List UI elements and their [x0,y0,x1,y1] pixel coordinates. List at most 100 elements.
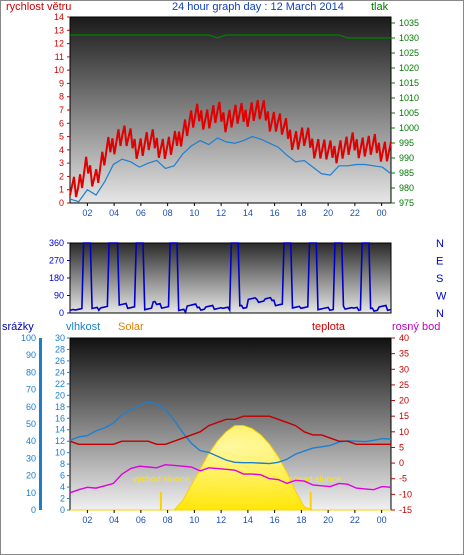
sunrise-label: východ slunce [132,474,189,484]
humidity-tick-label: 30 [55,333,65,343]
x-tick-label: 12 [216,515,226,525]
rain-tick-label: 50 [26,419,36,429]
wind-tick-label: 3 [59,158,64,168]
humidity-tick-label: 14 [55,425,65,435]
pressure-tick-label: 1010 [399,93,419,103]
rain-axis-bar [39,338,42,510]
wind-tick-label: 4 [59,145,64,155]
rain-tick-label: 100 [21,333,36,343]
humidity-tick-label: 28 [55,344,65,354]
humidity-tick-label: 10 [55,448,65,458]
x-tick-label: 22 [350,515,360,525]
direction-series [69,242,392,315]
pressure-tick-label: 1035 [399,18,419,28]
pressure-tick-label: 990 [399,153,414,163]
temperature-tick-label: -15 [399,505,412,515]
compass-label: E [436,256,443,268]
humidity-temperature-panel: 0102030405060708090100024681012141618202… [21,333,412,525]
rain-tick-label: 40 [26,436,36,446]
x-tick-label: 00 [377,208,387,218]
pressure-tick-label: 1000 [399,123,419,133]
compass-label: W [436,291,447,303]
direction-tick-label: 270 [49,256,64,266]
x-tick-label: 02 [82,515,92,525]
temperature-tick-label: 20 [399,396,409,406]
humidity-tick-label: 22 [55,379,65,389]
pressure-tick-label: 980 [399,183,414,193]
x-tick-label: 00 [377,515,387,525]
wind-tick-label: 13 [54,25,64,35]
compass-label: N [436,308,444,320]
humidity-tick-label: 12 [55,436,65,446]
x-tick-label: 18 [296,208,306,218]
temperature-tick-label: 0 [399,458,404,468]
wind-tick-label: 14 [54,12,64,22]
humidity-series [69,401,392,465]
wind-panel: 0123456789101112131497598098599099510001… [54,12,419,218]
humidity-tick-label: 6 [60,471,65,481]
temperature-tick-label: 25 [399,380,409,390]
humidity-tick-label: 16 [55,413,65,423]
humidity-tick-label: 26 [55,356,65,366]
wind-avg-series [69,135,392,203]
x-tick-label: 18 [296,515,306,525]
humidity-tick-label: 2 [60,494,65,504]
left-axis-label: rychlost větru [6,1,71,13]
rain-tick-label: 70 [26,385,36,395]
humidity-tick-label: 4 [60,482,65,492]
rain-tick-label: 10 [26,488,36,498]
pressure-tick-label: 975 [399,198,414,208]
x-tick-label: 06 [136,208,146,218]
rain-axis-label: srážky [2,321,34,333]
rain-tick-label: 20 [26,471,36,481]
wind-gust-series [69,100,392,198]
chart-title: 24 hour graph day : 12 March 2014 [172,1,344,13]
humidity-tick-label: 0 [60,505,65,515]
compass-label: S [436,273,443,285]
temperature-tick-label: 40 [399,333,409,343]
x-tick-label: 10 [189,208,199,218]
rain-tick-label: 90 [26,350,36,360]
wind-tick-label: 5 [59,132,64,142]
x-tick-label: 12 [216,208,226,218]
direction-tick-label: 180 [49,273,64,283]
x-tick-label: 20 [323,515,333,525]
x-tick-label: 06 [136,515,146,525]
direction-tick-label: 360 [49,238,64,248]
rain-tick-label: 60 [26,402,36,412]
x-tick-label: 04 [109,515,119,525]
temperature-tick-label: 35 [399,349,409,359]
wind-tick-label: 1 [59,185,64,195]
temperature-tick-label: -10 [399,489,412,499]
pressure-series [70,34,391,39]
humidity-tick-label: 8 [60,459,65,469]
pressure-tick-label: 1005 [399,108,419,118]
pressure-tick-label: 1015 [399,78,419,88]
solar-label: Solar [118,321,144,333]
dewpoint-axis-label: rosný bod [392,321,440,333]
x-tick-label: 14 [243,515,253,525]
wind-tick-label: 0 [59,198,64,208]
direction-tick-label: 90 [54,291,64,301]
temperature-tick-label: -5 [399,474,407,484]
humidity-tick-label: 20 [55,390,65,400]
humidity-axis-label: vlhkost [66,321,100,333]
wind-tick-label: 2 [59,171,64,181]
x-tick-label: 08 [163,515,173,525]
wind-tick-label: 9 [59,78,64,88]
sunset-label: západ slunce [288,474,341,484]
pressure-tick-label: 1030 [399,33,419,43]
pressure-tick-label: 1020 [399,63,419,73]
x-tick-label: 02 [82,208,92,218]
x-tick-label: 20 [323,208,333,218]
rain-tick-label: 0 [31,505,36,515]
x-tick-label: 10 [189,515,199,525]
x-tick-label: 04 [109,208,119,218]
solar-series [70,425,391,511]
x-tick-label: 08 [163,208,173,218]
wind-tick-label: 12 [54,39,64,49]
right-axis-label: tlak [371,1,389,13]
x-tick-label: 22 [350,208,360,218]
